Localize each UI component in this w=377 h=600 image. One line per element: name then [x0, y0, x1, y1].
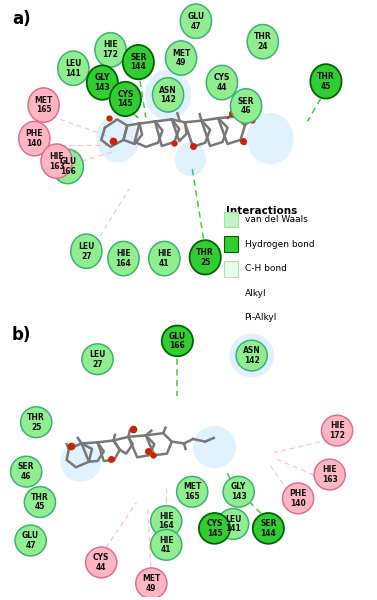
Text: THR
25: THR 25 — [196, 248, 214, 266]
Circle shape — [314, 459, 345, 490]
Text: LEU
27: LEU 27 — [89, 350, 106, 368]
Text: GLU
47: GLU 47 — [187, 12, 204, 31]
Circle shape — [86, 547, 117, 578]
Circle shape — [82, 344, 113, 374]
Text: Alkyl: Alkyl — [245, 289, 266, 298]
Circle shape — [176, 476, 208, 507]
Circle shape — [162, 326, 193, 356]
Text: THR
25: THR 25 — [28, 413, 45, 431]
Circle shape — [282, 483, 314, 514]
Circle shape — [206, 65, 238, 100]
Circle shape — [19, 121, 50, 156]
Text: GLU
166: GLU 166 — [169, 332, 186, 350]
Circle shape — [247, 25, 278, 59]
Text: HIE
164: HIE 164 — [116, 249, 131, 268]
Circle shape — [253, 513, 284, 544]
Text: HIE
172: HIE 172 — [103, 40, 118, 59]
Text: Hydrogen bond: Hydrogen bond — [245, 240, 314, 249]
Text: ASN
142: ASN 142 — [159, 86, 177, 104]
Text: THR
45: THR 45 — [317, 72, 335, 91]
Text: CYS
145: CYS 145 — [206, 519, 223, 538]
Circle shape — [97, 115, 139, 163]
Circle shape — [145, 70, 191, 120]
Circle shape — [136, 568, 167, 599]
Circle shape — [310, 64, 342, 98]
Circle shape — [58, 51, 89, 85]
Text: CYS
44: CYS 44 — [93, 553, 109, 572]
Text: CYS
145: CYS 145 — [117, 89, 133, 109]
Circle shape — [180, 4, 211, 38]
Circle shape — [149, 241, 180, 276]
Circle shape — [218, 509, 249, 539]
Text: HIE
163: HIE 163 — [49, 152, 64, 170]
Text: PHE
140: PHE 140 — [289, 489, 307, 508]
Circle shape — [87, 65, 118, 100]
Circle shape — [15, 525, 46, 556]
Text: THR
24: THR 24 — [254, 32, 272, 51]
FancyBboxPatch shape — [224, 286, 238, 301]
Text: LEU
27: LEU 27 — [78, 242, 95, 260]
Circle shape — [110, 82, 141, 116]
Text: GLY
143: GLY 143 — [231, 482, 247, 501]
Text: a): a) — [12, 10, 31, 28]
Circle shape — [123, 45, 154, 79]
Circle shape — [151, 529, 182, 560]
Text: ASN
142: ASN 142 — [243, 346, 261, 365]
Text: SER
144: SER 144 — [130, 53, 147, 71]
Text: MET
49: MET 49 — [172, 49, 190, 67]
Circle shape — [229, 334, 274, 377]
Text: HIE
163: HIE 163 — [322, 465, 337, 484]
Circle shape — [151, 506, 182, 536]
Text: MET
165: MET 165 — [183, 482, 201, 501]
Text: Interactions: Interactions — [226, 206, 297, 215]
Circle shape — [11, 456, 42, 487]
Circle shape — [21, 407, 52, 437]
Circle shape — [322, 415, 352, 446]
Text: SER
144: SER 144 — [260, 519, 277, 538]
Text: MET
49: MET 49 — [142, 574, 161, 593]
FancyBboxPatch shape — [224, 212, 238, 227]
Text: MET
165: MET 165 — [34, 96, 53, 115]
Text: LEU
141: LEU 141 — [65, 59, 81, 77]
Text: GLU
47: GLU 47 — [22, 531, 39, 550]
Circle shape — [193, 426, 236, 469]
Circle shape — [166, 41, 197, 75]
Circle shape — [247, 113, 294, 164]
Circle shape — [236, 340, 267, 371]
Text: GLY
143: GLY 143 — [95, 73, 110, 92]
Text: GLU
166: GLU 166 — [59, 157, 77, 176]
Text: SER
46: SER 46 — [18, 462, 34, 481]
Circle shape — [28, 88, 59, 122]
Text: van del Waals: van del Waals — [245, 215, 308, 224]
Text: HIE
41: HIE 41 — [159, 536, 173, 554]
Circle shape — [230, 89, 262, 123]
Text: HIE
164: HIE 164 — [158, 512, 174, 530]
FancyBboxPatch shape — [224, 310, 238, 326]
Text: CYS
44: CYS 44 — [214, 73, 230, 92]
Text: Pi-Alkyl: Pi-Alkyl — [245, 313, 277, 322]
Circle shape — [152, 77, 184, 112]
Circle shape — [52, 149, 83, 184]
Text: C-H bond: C-H bond — [245, 264, 287, 273]
Circle shape — [199, 513, 230, 544]
Circle shape — [175, 142, 206, 176]
Circle shape — [71, 234, 102, 268]
FancyBboxPatch shape — [224, 236, 238, 252]
Text: SER
46: SER 46 — [238, 97, 254, 115]
Text: PHE
140: PHE 140 — [26, 130, 43, 148]
Circle shape — [60, 442, 101, 482]
FancyBboxPatch shape — [224, 261, 238, 277]
Text: HIE
41: HIE 41 — [157, 249, 172, 268]
Text: b): b) — [12, 326, 31, 344]
Circle shape — [190, 240, 221, 275]
Text: LEU
141: LEU 141 — [225, 515, 241, 533]
Circle shape — [25, 487, 55, 517]
Text: HIE
172: HIE 172 — [329, 421, 345, 440]
Circle shape — [223, 476, 254, 507]
Circle shape — [108, 241, 139, 276]
Circle shape — [41, 144, 72, 178]
Text: THR
45: THR 45 — [31, 493, 49, 511]
Circle shape — [95, 32, 126, 67]
